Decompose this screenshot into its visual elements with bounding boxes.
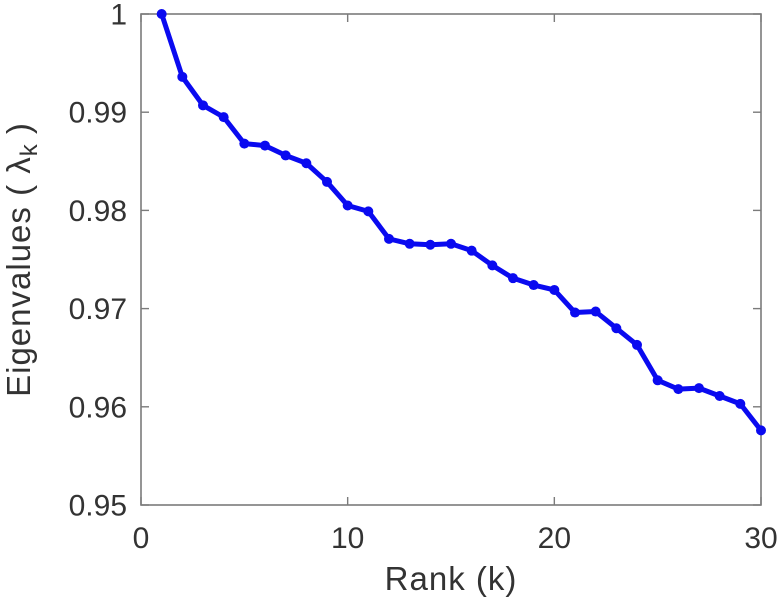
x-axis-label: Rank (k): [385, 560, 518, 597]
y-tick-label: 0.96: [69, 391, 127, 424]
data-point-marker: [466, 245, 477, 256]
data-point-marker: [590, 306, 601, 317]
data-point-marker: [446, 238, 456, 249]
data-point-marker: [156, 9, 167, 19]
y-tick-label: 0.97: [69, 293, 127, 326]
x-tick-label: 10: [331, 522, 364, 555]
data-point-marker: [177, 71, 188, 82]
x-tick-label: 30: [744, 522, 777, 555]
data-point-marker: [342, 200, 353, 211]
data-point-marker: [756, 425, 766, 436]
plot-box: [140, 13, 762, 506]
data-point-marker: [735, 398, 746, 409]
y-tick-label: 1: [110, 0, 127, 32]
y-tick-label: 0.98: [69, 195, 127, 228]
data-point-marker: [652, 375, 663, 386]
data-point-marker: [239, 138, 250, 149]
data-point-marker: [404, 238, 415, 249]
data-point-marker: [218, 112, 229, 123]
data-point-marker: [363, 206, 374, 217]
data-point-marker: [301, 158, 312, 169]
data-point-marker: [280, 150, 291, 161]
data-line: [159, 11, 764, 433]
data-point-marker: [508, 273, 518, 284]
data-point-marker: [198, 100, 208, 111]
data-point-marker: [322, 176, 332, 187]
data-point-marker: [570, 307, 580, 318]
data-point-marker: [673, 384, 684, 395]
y-axis-label: Eigenvalues ( λk ): [0, 122, 43, 397]
data-point-marker: [714, 390, 725, 401]
data-point-marker: [260, 140, 270, 151]
data-point-marker: [384, 233, 394, 244]
x-tick-label: 0: [133, 522, 150, 555]
x-tick-label: 20: [538, 522, 571, 555]
data-point-marker: [528, 280, 539, 291]
data-point-marker: [611, 323, 622, 334]
y-tick-label: 0.99: [69, 97, 127, 130]
data-point-marker: [549, 284, 560, 295]
data-point-marker: [487, 260, 498, 271]
data-point-marker: [425, 239, 436, 250]
y-tick-label: 0.95: [69, 490, 127, 523]
data-point-marker: [632, 339, 642, 350]
data-point-marker: [694, 383, 704, 394]
